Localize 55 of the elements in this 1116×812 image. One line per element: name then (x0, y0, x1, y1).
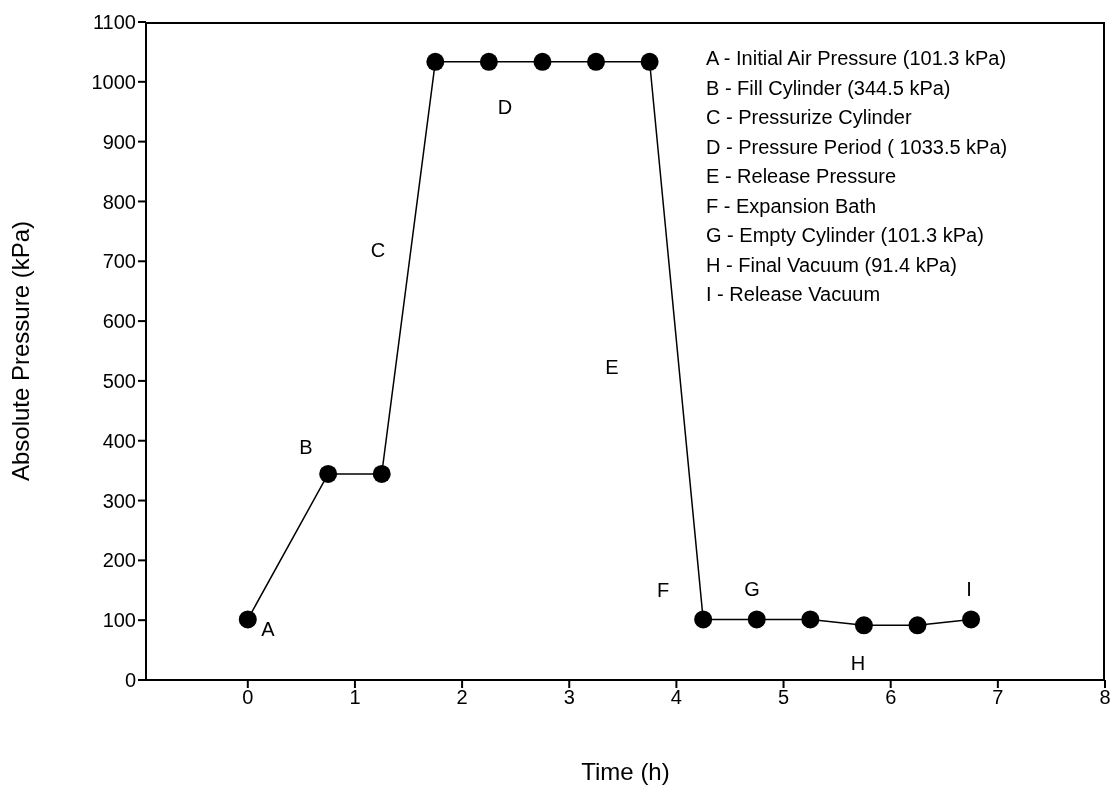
y-tick-label: 500 (102, 370, 136, 393)
y-tick-label: 1100 (92, 11, 136, 34)
annotation: C - Pressurize Cylinder (706, 105, 913, 130)
annotation: H (849, 651, 867, 675)
point (426, 52, 445, 71)
annotation: F (655, 578, 671, 602)
annotation: G - Empty Cylinder (101.3 kPa) (706, 223, 985, 248)
point (962, 610, 981, 629)
point (533, 52, 552, 71)
x-tick-label: 7 (992, 686, 1004, 709)
annotation: F - Expansion Bath (706, 193, 878, 219)
point (587, 52, 606, 71)
annotation: A - Initial Air Pressure (101.3 kPa) (706, 46, 1008, 71)
y-tick-label: 900 (102, 130, 136, 153)
point (854, 616, 873, 635)
x-tick-label: 3 (563, 686, 575, 709)
y-tick-label: 200 (102, 549, 136, 572)
y-tick-label: 0 (124, 669, 136, 692)
point (372, 464, 391, 483)
annotation: E - Release Pressure (706, 164, 898, 189)
x-tick-label: 2 (456, 686, 468, 709)
annotation: D (496, 95, 514, 119)
y-tick-label: 100 (102, 609, 136, 632)
annotation: B - Fill Cylinder (344.5 kPa) (706, 75, 952, 101)
point (640, 52, 659, 71)
annotation: H - Final Vacuum (91.4 kPa) (706, 252, 958, 278)
y-tick-label: 600 (102, 310, 136, 333)
annotation: A (260, 617, 276, 641)
x-tick-label: 6 (885, 686, 897, 709)
x-tick-label: 1 (349, 686, 361, 709)
point (319, 464, 338, 483)
point (747, 610, 766, 629)
y-tick-label: 300 (102, 489, 136, 512)
y-tick-label: 800 (102, 190, 136, 213)
y-tick-label: 1000 (91, 70, 136, 93)
x-tick-label: 0 (242, 686, 254, 709)
point (801, 610, 820, 629)
point (908, 616, 927, 635)
x-tick-label: 5 (777, 686, 790, 709)
y-tick-label: 700 (102, 250, 136, 273)
point (694, 610, 713, 629)
y-tick-label: 400 (102, 429, 136, 452)
y-axis-title: Absolute Pressure (kPa) (6, 220, 34, 482)
annotation: B (298, 435, 314, 459)
x-tick-label: 4 (670, 686, 682, 709)
x-axis-title: Time (h) (581, 758, 670, 785)
annotation: I - Release Vacuum (706, 282, 882, 307)
point (479, 52, 498, 71)
annotation: E (604, 355, 620, 379)
point (238, 610, 257, 629)
annotation: D - Pressure Period ( 1033.5 kPa) (706, 134, 1008, 160)
annotation: G (743, 577, 761, 601)
annotation: C (369, 238, 387, 262)
x-tick-label: 8 (1099, 686, 1111, 709)
annotation: I (965, 577, 973, 601)
